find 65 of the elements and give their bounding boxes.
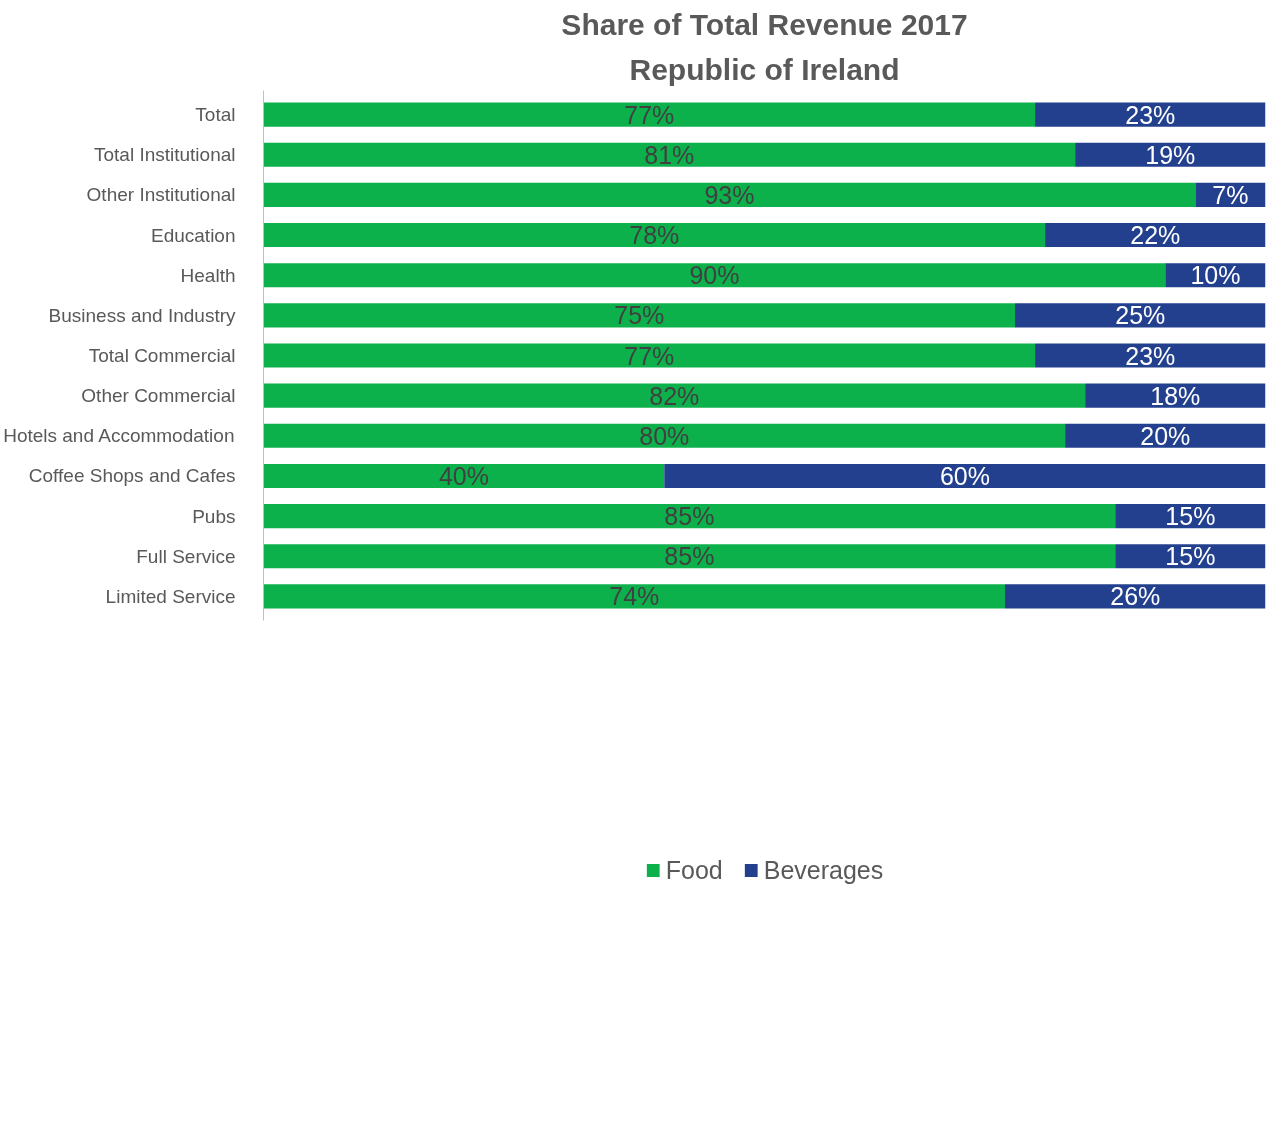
y-tick-label: Other Institutional (86, 184, 236, 206)
bar (263, 544, 1116, 569)
data-label: 77% (624, 341, 675, 370)
data-label: 26% (1110, 582, 1161, 611)
data-label: 15% (1165, 502, 1216, 531)
data-label: 40% (438, 461, 489, 490)
data-label: 75% (614, 301, 665, 330)
y-tick-label: Limited Service (105, 585, 236, 607)
data-label: 85% (664, 502, 715, 531)
data-label: 90% (689, 261, 740, 290)
y-tick-label: Business and Industry (48, 304, 236, 326)
data-label: 93% (704, 180, 755, 209)
bar (1045, 223, 1266, 248)
y-tick-label: Education (150, 224, 236, 246)
y-tick-label: Hotels and Accommodation (3, 425, 235, 447)
data-label: 20% (1140, 421, 1191, 450)
y-tick-label: Full Service (136, 545, 236, 567)
y-tick-label: Total Institutional (93, 144, 236, 166)
bar (263, 182, 1196, 207)
bar (1085, 383, 1266, 408)
data-label: 85% (664, 542, 715, 571)
bar (263, 584, 1005, 609)
y-tick-label: Other Commercial (81, 385, 236, 407)
data-label: 77% (624, 100, 675, 129)
data-label: 81% (644, 140, 695, 169)
bar (263, 423, 1066, 448)
bar (263, 303, 1015, 328)
bar (263, 343, 1036, 368)
y-tick-label: Total Commercial (88, 345, 236, 366)
bar (1015, 303, 1266, 328)
data-label: 60% (939, 461, 990, 490)
data-label: 23% (1125, 100, 1176, 129)
legend-label: Beverages (763, 855, 884, 885)
bar (1075, 142, 1266, 167)
data-label: 78% (629, 221, 680, 250)
data-label: 15% (1165, 542, 1216, 571)
bar (1035, 343, 1266, 368)
bar (1004, 584, 1266, 609)
data-label: 82% (649, 381, 700, 410)
chart-subtitle: Republic of Ireland (629, 52, 900, 86)
bar (263, 504, 1116, 529)
bar (664, 463, 1266, 488)
data-label: 7% (1212, 180, 1249, 209)
bar (263, 383, 1086, 408)
bar (1065, 423, 1266, 448)
bar (1035, 102, 1266, 127)
y-tick-label: Coffee Shops and Cafes (28, 465, 236, 487)
data-label: 25% (1115, 301, 1166, 330)
data-label: 80% (639, 421, 690, 450)
data-label: 19% (1145, 140, 1196, 169)
bar (263, 223, 1046, 248)
bar (263, 263, 1166, 288)
bar (263, 142, 1076, 167)
data-label: 23% (1125, 341, 1176, 370)
legend-label: Food (665, 855, 723, 885)
data-label: 74% (609, 582, 660, 611)
data-label: 22% (1130, 221, 1181, 250)
chart-title: Share of Total Revenue 2017 (561, 7, 968, 41)
y-tick-label: Pubs (192, 505, 236, 527)
y-tick-label: Total (195, 104, 236, 126)
bar (263, 463, 665, 488)
data-label: 10% (1190, 261, 1241, 290)
data-label: 18% (1150, 381, 1201, 410)
bar (263, 102, 1036, 127)
y-tick-label: Health (180, 264, 236, 286)
